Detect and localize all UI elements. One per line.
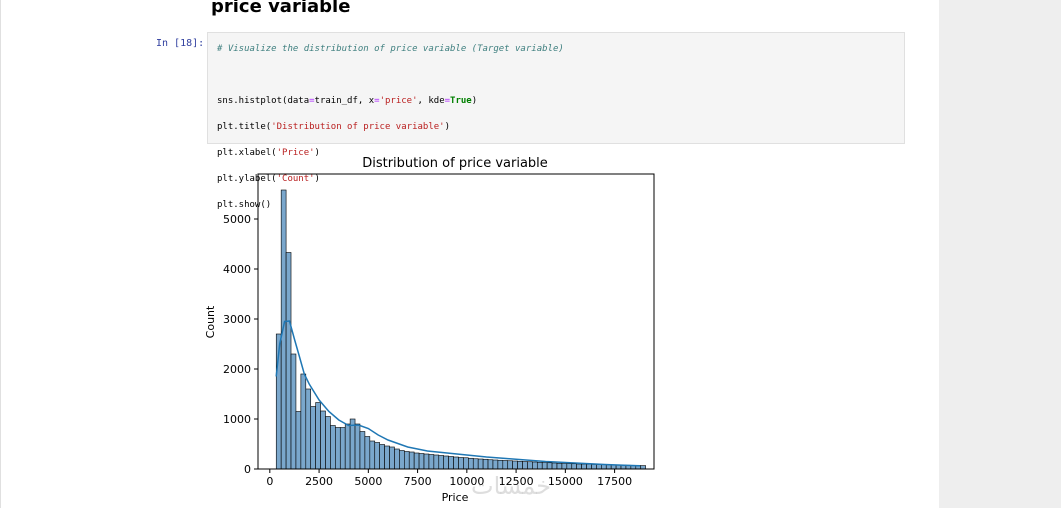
watermark-logo: خمسات (471, 472, 552, 500)
code-cell[interactable]: # Visualize the distribution of price va… (207, 32, 905, 210)
y-tick-label: 4000 (223, 263, 251, 276)
histogram-bar (551, 462, 558, 470)
histogram-bar (359, 431, 366, 470)
code-line-5: plt.show() (217, 200, 272, 210)
code-line-2: plt.title('Distribution of price variabl… (217, 122, 450, 132)
histogram-bar (463, 457, 469, 470)
histogram-bar (556, 462, 563, 470)
histogram-bar (290, 353, 297, 470)
x-axis-label: Price (442, 491, 469, 504)
histogram-bar (285, 252, 292, 470)
histogram-bar (354, 423, 361, 470)
histogram-bar (458, 457, 464, 470)
histogram-bar (408, 451, 415, 470)
histogram-bar (374, 442, 380, 470)
histogram-bar (517, 460, 523, 470)
histogram-bar (384, 445, 390, 470)
y-tick-label: 0 (244, 463, 251, 476)
histogram-bar (522, 461, 528, 470)
cell-prompt: In [18]: (156, 38, 205, 49)
y-tick-label: 5000 (223, 213, 251, 226)
histogram-bar (527, 461, 533, 470)
plot-frame (257, 173, 655, 470)
histogram-bar (566, 463, 573, 470)
y-tick-label: 2000 (223, 363, 251, 376)
notebook-page: price variable In [18]: # Visualize the … (0, 0, 939, 508)
histogram-bar (438, 455, 445, 470)
histogram-bar (300, 373, 307, 470)
histogram-bar (507, 460, 513, 470)
y-tick-label: 1000 (223, 413, 251, 426)
y-axis-label: Count (204, 305, 217, 338)
histogram-bar (586, 463, 592, 470)
histogram-bar (394, 448, 400, 470)
histogram-bar (325, 416, 331, 470)
histogram-bar (591, 464, 597, 470)
histogram-bar (596, 464, 602, 470)
histogram-bar (640, 465, 646, 470)
histogram-bar (561, 463, 568, 470)
x-tick-label: 12500 (499, 475, 534, 488)
section-heading: price variable (211, 0, 351, 17)
histogram-bar (413, 452, 420, 470)
code-line-3: plt.xlabel('Price') (217, 148, 320, 158)
histogram-bar (339, 427, 346, 470)
histogram-bar (369, 440, 376, 470)
code-comment: # Visualize the distribution of price va… (217, 44, 564, 54)
histogram-bar (487, 459, 494, 470)
histogram-bar (541, 462, 548, 470)
histogram-bar (443, 455, 449, 470)
histogram-bar (477, 458, 484, 470)
code-line-4: plt.ylabel('Count') (217, 174, 320, 184)
histogram-bar (315, 402, 321, 470)
histogram-bar (581, 463, 587, 470)
histogram-bar (532, 461, 538, 470)
histogram-bar (536, 461, 543, 470)
chart-title: Distribution of price variable (362, 156, 548, 171)
histogram-bar (349, 418, 356, 470)
histogram-bar (295, 411, 302, 470)
histogram-bar (423, 453, 430, 470)
histogram-bar (399, 450, 405, 470)
histogram-bar (453, 456, 459, 470)
histogram-bar (379, 444, 385, 470)
code-line-1: sns.histplot(data=train_df, x='price', k… (217, 96, 478, 106)
histogram-bar (428, 454, 435, 470)
histogram-bar (472, 458, 479, 470)
x-tick-label: 17500 (597, 475, 632, 488)
histogram-chart: Distribution of price variable 0 2500 5000… (204, 156, 655, 504)
histogram-bar (433, 454, 440, 470)
histogram-bar (305, 388, 312, 470)
x-tick-label: 5000 (354, 475, 382, 488)
histogram-bar (364, 436, 371, 470)
x-tick-label: 0 (266, 475, 273, 488)
histogram-bar (502, 460, 509, 470)
histogram-bar (335, 427, 341, 470)
x-tick-label: 15000 (548, 475, 583, 488)
histogram-bar (482, 458, 489, 470)
histogram-output: Distribution of price variable 0 2500 5000… (196, 150, 666, 508)
x-tick-label: 7500 (404, 475, 432, 488)
histogram-bar (330, 425, 336, 470)
y-tick-label: 3000 (223, 313, 251, 326)
histogram-bar (448, 456, 454, 470)
histogram-bar (497, 459, 504, 470)
x-tick-label: 10000 (449, 475, 484, 488)
histogram-bar (571, 463, 577, 470)
histogram-bar (404, 451, 410, 470)
histogram-bar (546, 462, 553, 470)
histogram-bar (418, 453, 425, 470)
histogram-bar (320, 410, 326, 470)
histogram-bar (576, 463, 582, 470)
histogram-bar (492, 459, 499, 470)
histogram-bar (468, 457, 474, 470)
histogram-bar (344, 423, 351, 470)
x-tick-label: 2500 (305, 475, 333, 488)
kde-line (275, 320, 641, 467)
histogram-bar (389, 446, 395, 470)
histogram-bar (512, 460, 518, 470)
histogram-bar (280, 189, 287, 470)
histogram-bar (310, 406, 316, 470)
